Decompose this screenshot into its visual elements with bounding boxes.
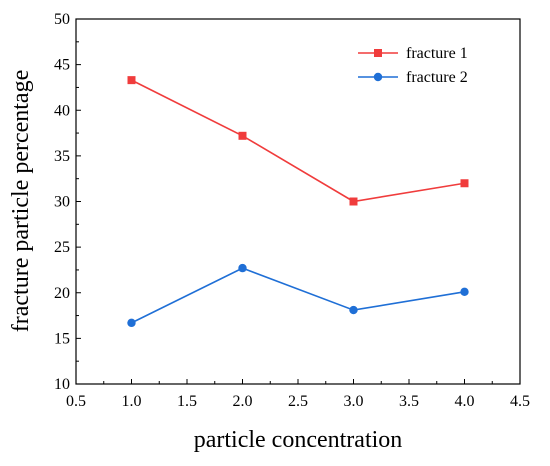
- data-point-circle: [460, 287, 469, 297]
- x-axis-title: particle concentration: [194, 427, 403, 453]
- x-tick-label: 2.0: [233, 393, 253, 410]
- y-tick-label: 50: [54, 11, 70, 28]
- legend: fracture 1 fracture 2: [358, 45, 468, 86]
- y-tick-label: 30: [54, 194, 70, 211]
- series-line-2: [131, 267, 465, 324]
- y-tick-label: 40: [54, 102, 70, 119]
- data-point-square: [349, 197, 358, 206]
- y-tick-label: 25: [54, 239, 70, 256]
- data-point-square: [127, 76, 136, 85]
- legend-label: fracture 2: [406, 69, 468, 86]
- y-tick-label: 35: [54, 148, 70, 165]
- legend-marker-circle: [373, 72, 383, 82]
- x-tick-label: 4.5: [510, 393, 530, 410]
- y-tick-label: 45: [54, 57, 70, 74]
- series-line-1: [131, 79, 465, 203]
- x-tick-label: 2.5: [288, 393, 308, 410]
- data-point-square: [238, 131, 247, 140]
- y-tick-label: 15: [54, 330, 70, 347]
- legend-marker-square: [374, 49, 382, 57]
- data-point-circle: [127, 318, 136, 328]
- y-tick-label: 20: [54, 285, 70, 302]
- data-point-circle: [349, 305, 358, 315]
- series-layer: [127, 76, 469, 328]
- x-tick-label: 3.0: [344, 393, 364, 410]
- data-point-circle: [238, 263, 247, 273]
- x-tick-label: 1.0: [122, 393, 142, 410]
- x-tick-label: 0.5: [66, 393, 86, 410]
- data-point-square: [460, 179, 469, 188]
- x-axis-ticks: 0.5 1.0 1.5 2.0 2.5 3.0 3.5 4.0 4.5: [66, 379, 530, 410]
- y-tick-label: 10: [54, 376, 70, 393]
- x-tick-label: 4.0: [455, 393, 475, 410]
- x-tick-label: 3.5: [399, 393, 419, 410]
- y-axis-title: fracture particle percentage: [8, 70, 34, 332]
- x-tick-label: 1.5: [177, 393, 197, 410]
- legend-label: fracture 1: [406, 45, 468, 62]
- y-axis-ticks: 10 15 20 25 30 35 40 45 50: [54, 11, 81, 393]
